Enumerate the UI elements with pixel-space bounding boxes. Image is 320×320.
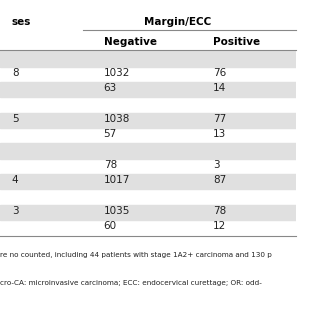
Text: 1035: 1035 [104,206,130,216]
Text: 3: 3 [213,160,220,170]
Text: 1038: 1038 [104,114,130,124]
Text: 78: 78 [213,206,227,216]
Bar [0,51,296,67]
Text: Positive: Positive [213,36,260,47]
Bar [0,174,296,189]
Text: 14: 14 [213,83,227,93]
Bar [0,205,296,220]
Bar [0,113,296,128]
Text: 76: 76 [213,68,227,78]
Text: 60: 60 [104,221,117,231]
Text: cro-CA: microinvasive carcinoma; ECC: endocervical curettage; OR: odd-: cro-CA: microinvasive carcinoma; ECC: en… [0,280,262,286]
Text: 1017: 1017 [104,175,130,185]
Bar [0,82,296,97]
Text: 5: 5 [12,114,19,124]
Text: 78: 78 [104,160,117,170]
Text: 12: 12 [213,221,227,231]
Text: re no counted, including 44 patients with stage 1A2+ carcinoma and 130 p: re no counted, including 44 patients wit… [0,252,272,258]
Text: 1032: 1032 [104,68,130,78]
Text: Margin/ECC: Margin/ECC [144,17,211,28]
Text: 4: 4 [12,175,19,185]
Text: 77: 77 [213,114,227,124]
Text: 3: 3 [12,206,19,216]
Bar [0,143,296,159]
Text: 13: 13 [213,129,227,139]
Text: Negative: Negative [104,36,157,47]
Text: ses: ses [12,17,31,28]
Text: 87: 87 [213,175,227,185]
Text: 57: 57 [104,129,117,139]
Text: 8: 8 [12,68,19,78]
Text: 63: 63 [104,83,117,93]
